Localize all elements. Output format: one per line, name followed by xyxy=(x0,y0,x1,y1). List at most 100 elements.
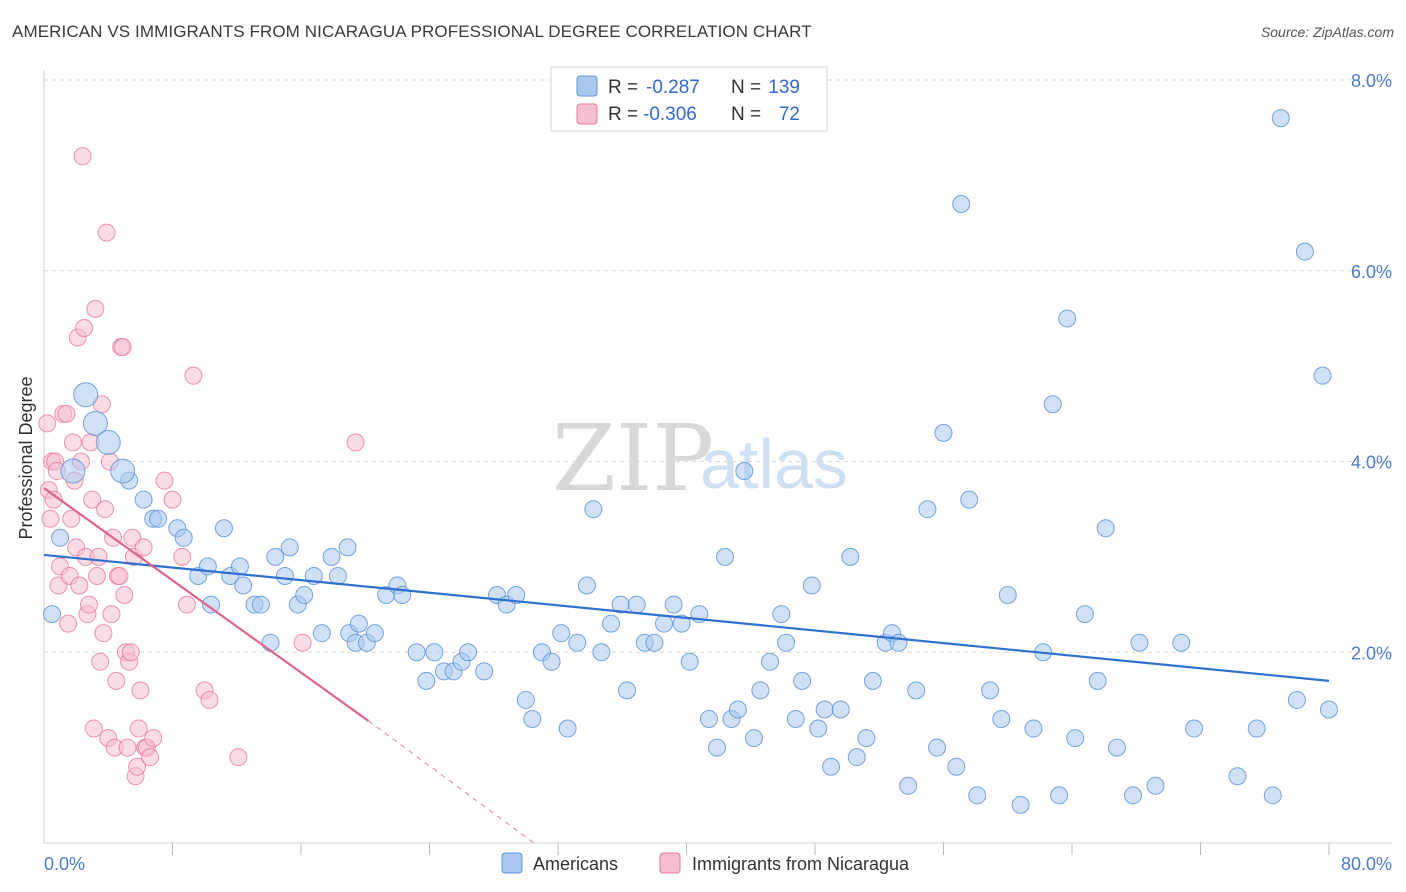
americans-point xyxy=(968,786,987,805)
nicaragua-point xyxy=(91,652,110,671)
bottom-legend-swatch-americans xyxy=(501,852,523,874)
americans-point xyxy=(841,547,860,566)
americans-point xyxy=(1247,719,1266,738)
y-tick-label: 4.0% xyxy=(1351,453,1392,473)
americans-point xyxy=(149,509,168,528)
americans-point xyxy=(275,566,294,585)
americans-point xyxy=(1295,242,1314,261)
legend-n-label-americans: N = xyxy=(731,77,761,98)
americans-point xyxy=(777,633,796,652)
americans-point xyxy=(51,528,70,547)
nicaragua-point xyxy=(86,299,105,318)
americans-point xyxy=(602,614,621,633)
americans-point xyxy=(645,633,664,652)
nicaragua-trend-line xyxy=(43,487,370,722)
americans-trend-line xyxy=(43,553,1330,682)
americans-point xyxy=(934,423,953,442)
americans-point xyxy=(952,194,971,213)
americans-point xyxy=(1107,738,1126,757)
americans-point xyxy=(1228,767,1247,786)
americans-point xyxy=(417,671,436,690)
americans-point xyxy=(928,738,947,757)
americans-point xyxy=(708,738,727,757)
americans-point xyxy=(234,576,253,595)
americans-point xyxy=(261,633,280,652)
nicaragua-point xyxy=(63,433,82,452)
x-tick-label-min: 0.0% xyxy=(44,854,85,874)
americans-point xyxy=(523,710,542,729)
nicaragua-trend-line-extension xyxy=(368,720,535,844)
americans-point xyxy=(214,519,233,538)
americans-point xyxy=(592,643,611,662)
americans-point xyxy=(716,547,735,566)
americans-point xyxy=(899,776,918,795)
nicaragua-point xyxy=(118,738,137,757)
nicaragua-point xyxy=(83,490,102,509)
americans-point xyxy=(793,671,812,690)
nicaragua-point xyxy=(229,748,248,767)
americans-point xyxy=(822,757,841,776)
bottom-legend-label-americans: Americans xyxy=(533,854,618,874)
americans-point xyxy=(1130,633,1149,652)
americans-point xyxy=(772,605,791,624)
americans-point xyxy=(328,566,347,585)
y-tick-label: 6.0% xyxy=(1351,262,1392,282)
nicaragua-point xyxy=(57,404,76,423)
americans-point xyxy=(568,633,587,652)
x-tick-label-max: 80.0% xyxy=(1341,854,1392,874)
americans-point xyxy=(82,410,108,436)
americans-point xyxy=(1287,690,1306,709)
americans-point xyxy=(761,652,780,671)
nicaragua-point xyxy=(177,595,196,614)
americans-point xyxy=(230,557,249,576)
americans-point xyxy=(1124,786,1143,805)
y-tick-label: 2.0% xyxy=(1351,643,1392,663)
americans-point xyxy=(577,576,596,595)
americans-point xyxy=(552,624,571,643)
americans-point xyxy=(918,500,937,519)
americans-point xyxy=(809,719,828,738)
legend-n-value-nicaragua: 72 xyxy=(779,104,800,125)
americans-point xyxy=(425,643,444,662)
nicaragua-point xyxy=(97,223,116,242)
americans-point xyxy=(627,595,646,614)
americans-point xyxy=(831,700,850,719)
nicaragua-point xyxy=(62,509,81,528)
americans-point xyxy=(1024,719,1043,738)
watermark-zip: ZIP xyxy=(552,405,714,512)
nicaragua-point xyxy=(163,490,182,509)
americans-point xyxy=(1172,633,1191,652)
source-label: Source: ZipAtlas.com xyxy=(1260,24,1394,40)
americans-point xyxy=(992,710,1011,729)
americans-point xyxy=(1066,729,1085,748)
nicaragua-point xyxy=(41,509,60,528)
nicaragua-point xyxy=(184,366,203,385)
nicaragua-point xyxy=(70,576,89,595)
americans-point xyxy=(857,729,876,748)
americans-point xyxy=(584,500,603,519)
americans-point xyxy=(43,605,62,624)
americans-point xyxy=(907,681,926,700)
americans-point xyxy=(751,681,770,700)
nicaragua-point xyxy=(59,614,78,633)
nicaragua-point xyxy=(89,547,108,566)
americans-point xyxy=(1011,795,1030,814)
americans-point xyxy=(1050,786,1069,805)
americans-point xyxy=(847,748,866,767)
nicaragua-point xyxy=(94,624,113,643)
nicaragua-point xyxy=(102,605,121,624)
americans-point xyxy=(174,528,193,547)
americans-point xyxy=(655,614,674,633)
americans-point xyxy=(1263,786,1282,805)
legend-n-label-nicaragua: N = xyxy=(731,104,761,125)
americans-point xyxy=(1088,671,1107,690)
bottom-legend-swatch-nicaragua xyxy=(659,852,681,874)
americans-point xyxy=(295,586,314,605)
chart-title: AMERICAN VS IMMIGRANTS FROM NICARAGUA PR… xyxy=(12,22,812,41)
nicaragua-points xyxy=(38,147,365,786)
nicaragua-point xyxy=(107,671,126,690)
nicaragua-point xyxy=(88,566,107,585)
bottom-legend-label-nicaragua: Immigrants from Nicaragua xyxy=(692,854,910,874)
americans-point xyxy=(60,458,86,484)
